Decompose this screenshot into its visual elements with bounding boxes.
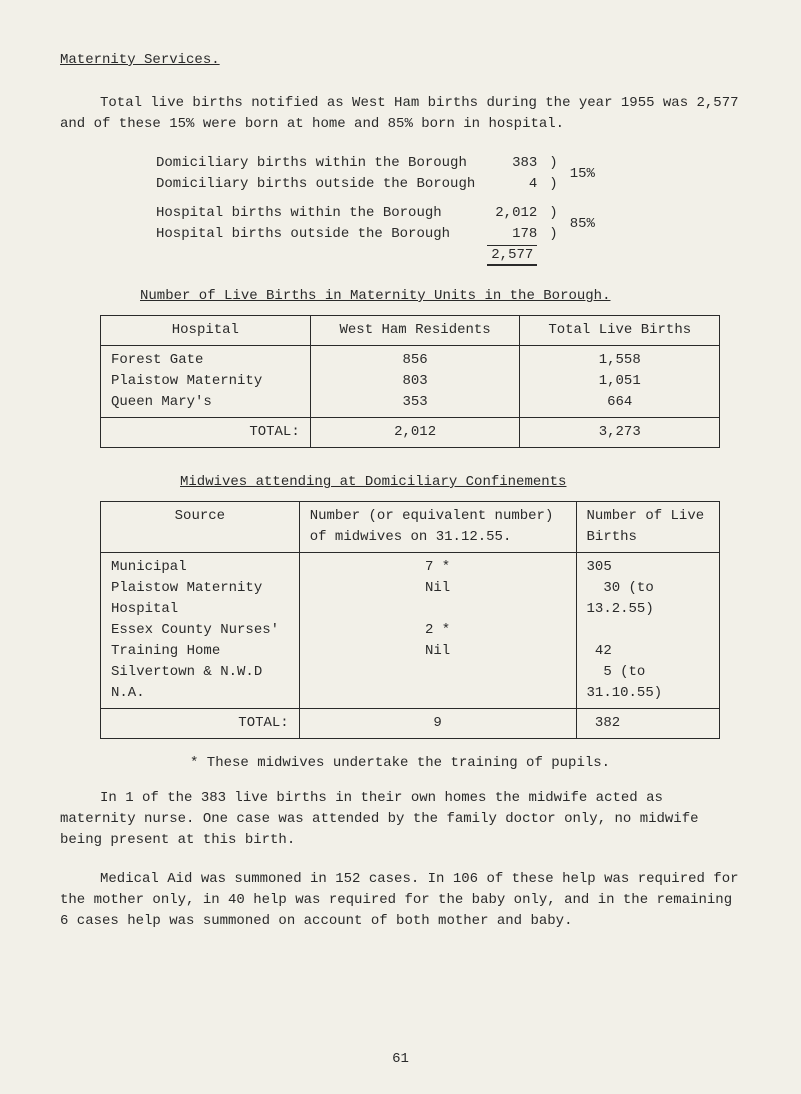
cell: 30 (to 13.2.55) [587,580,654,617]
cell: Silvertown & N.W.D N.A. [111,664,262,701]
col-header: Source [101,502,300,553]
cell: Nil [425,580,450,596]
label: Domiciliary births within the Borough [150,153,481,174]
cell: 3,273 [520,418,720,448]
cell: 42 [595,643,612,659]
table-row: Domiciliary births within the Borough 38… [150,153,601,174]
total-value: 2,577 [487,245,537,266]
label: Hospital births outside the Borough [150,224,481,245]
col-header: Total Live Births [520,316,720,346]
label: Hospital births within the Borough [150,203,481,224]
value: 383 [481,153,543,174]
table-row: TOTAL: 2,012 3,273 [101,418,720,448]
cell: 2,012 [310,418,520,448]
cell: 1,558 [599,352,641,368]
cell: Nil [425,643,450,659]
table-row: 2,577 [150,245,601,266]
pct: 85% [564,203,601,245]
paren: ) [543,224,563,245]
cell: 664 [607,394,632,410]
footnote: * These midwives undertake the training … [190,753,741,774]
cell: 382 [576,709,719,739]
total-label: TOTAL: [101,418,311,448]
intro-paragraph: Total live births notified as West Ham b… [60,93,741,135]
table-midwives: Source Number (or equivalent number) of … [100,501,720,739]
value: 178 [481,224,543,245]
value: 4 [481,174,543,195]
paragraph-3: Medical Aid was summoned in 152 cases. I… [60,869,741,932]
col-header: Number of Live Births [576,502,719,553]
label: Domiciliary births outside the Borough [150,174,481,195]
paren: ) [543,174,563,195]
table-row: Hospital births within the Borough 2,012… [150,203,601,224]
section-title: Maternity Services. [60,50,741,71]
cell: Municipal [111,559,187,575]
cell: 9 [299,709,576,739]
cell: Forest Gate [111,352,203,368]
total-label: TOTAL: [101,709,300,739]
birth-summary-lines: Domiciliary births within the Borough 38… [150,153,601,266]
table2-heading: Midwives attending at Domiciliary Confin… [180,472,741,493]
table-row [150,195,601,203]
paren: ) [543,153,563,174]
cell: 7 * [425,559,450,575]
col-header: West Ham Residents [310,316,520,346]
paren: ) [543,203,563,224]
cell: Queen Mary's [111,394,212,410]
cell: Essex County Nurses' Training Home [111,622,279,659]
cell: Plaistow Maternity Hospital [111,580,262,617]
value: 2,012 [481,203,543,224]
cell: 353 [402,394,427,410]
table-row: Hospital births outside the Borough 178 … [150,224,601,245]
paragraph-2: In 1 of the 383 live births in their own… [60,788,741,851]
col-header: Number (or equivalent number) of midwive… [299,502,576,553]
table-row: Domiciliary births outside the Borough 4… [150,174,601,195]
cell: 5 (to 31.10.55) [587,664,663,701]
cell: Plaistow Maternity [111,373,262,389]
table-live-births-units: Hospital West Ham Residents Total Live B… [100,315,720,448]
table-row: TOTAL: 9 382 [101,709,720,739]
cell: 803 [402,373,427,389]
cell: 305 [587,559,612,575]
table1-heading: Number of Live Births in Maternity Units… [140,286,741,307]
cell: 856 [402,352,427,368]
col-header: Hospital [101,316,311,346]
cell: 1,051 [599,373,641,389]
pct: 15% [564,153,601,195]
cell: 2 * [425,622,450,638]
page-number: 61 [0,1049,801,1070]
